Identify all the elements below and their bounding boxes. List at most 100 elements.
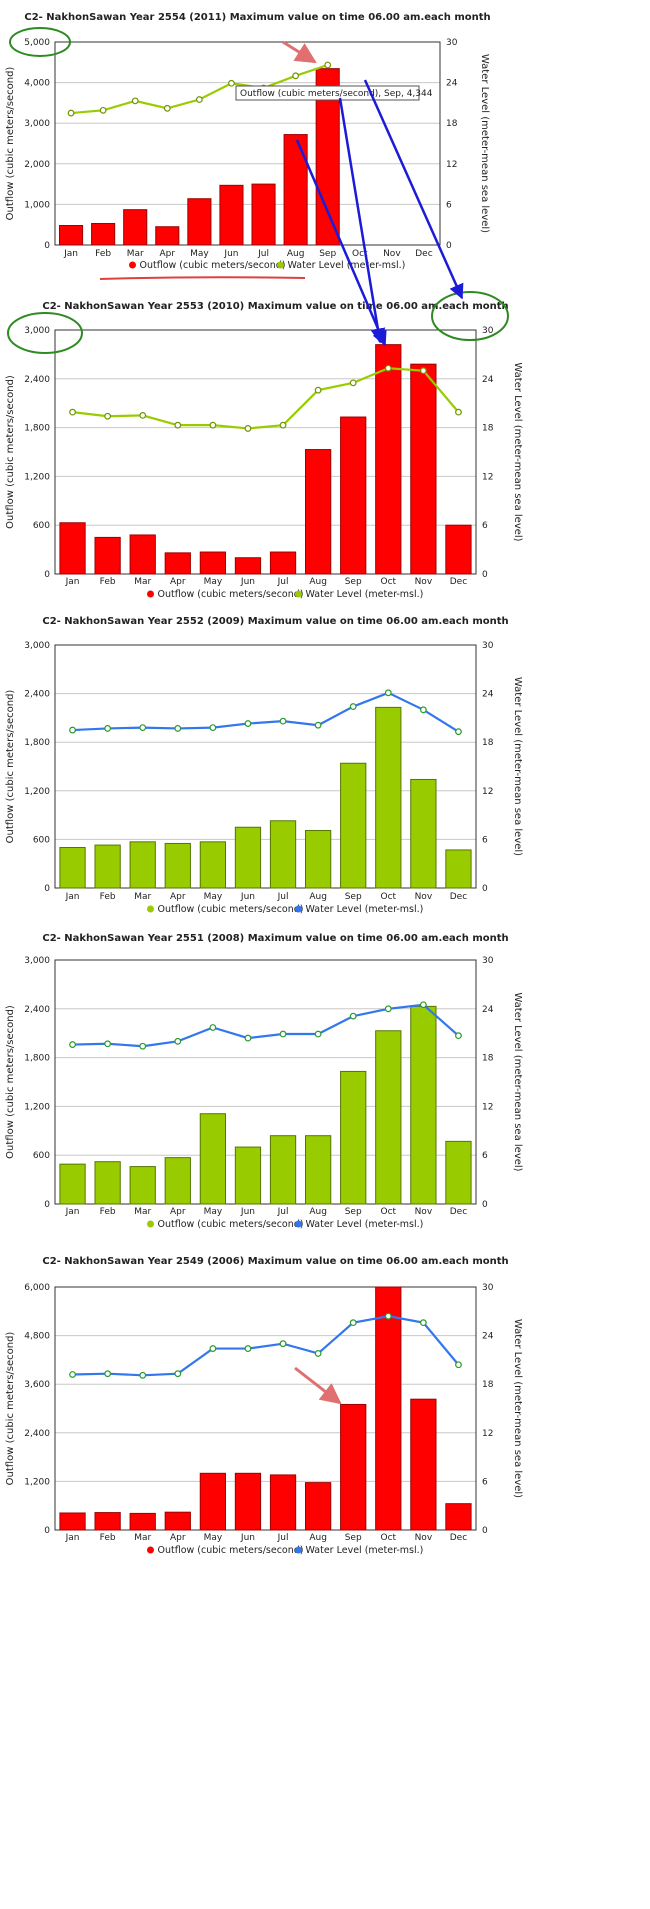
bar-jul[interactable] xyxy=(269,551,297,575)
bar-aug[interactable] xyxy=(304,829,332,889)
bar-dec[interactable] xyxy=(445,849,472,889)
bar-apr[interactable] xyxy=(164,1157,191,1205)
bar-sep[interactable] xyxy=(340,762,367,889)
bar-jun[interactable] xyxy=(234,557,262,575)
water-level-point-jul[interactable] xyxy=(279,717,287,725)
bar-feb[interactable] xyxy=(94,844,121,889)
legend-outflow-label[interactable]: Outflow (cubic meters/second) xyxy=(140,260,286,271)
bar-oct[interactable] xyxy=(375,1030,402,1205)
bar-jul[interactable] xyxy=(269,1474,297,1531)
water-level-point-aug[interactable] xyxy=(292,72,300,80)
water-level-point-jun[interactable] xyxy=(244,1345,252,1352)
water-level-point-jan[interactable] xyxy=(69,726,76,734)
bar-may[interactable] xyxy=(199,1472,227,1531)
bar-nov[interactable] xyxy=(410,363,437,575)
legend-water-level-label[interactable]: Water Level (meter-msl.) xyxy=(306,1219,424,1230)
legend-water-level-label[interactable]: Water Level (meter-msl.) xyxy=(306,1545,424,1556)
bar-jun[interactable] xyxy=(234,1472,262,1531)
bar-jun[interactable] xyxy=(219,184,244,246)
water-level-point-sep[interactable] xyxy=(349,1012,357,1020)
bar-apr[interactable] xyxy=(155,226,180,246)
water-level-point-apr[interactable] xyxy=(174,1370,182,1378)
bar-jul[interactable] xyxy=(269,820,297,889)
legend-outflow-label[interactable]: Outflow (cubic meters/second) xyxy=(158,1219,304,1230)
bar-mar[interactable] xyxy=(129,1166,156,1205)
water-level-point-aug[interactable] xyxy=(314,721,322,729)
water-level-point-jan[interactable] xyxy=(69,1041,76,1048)
water-level-point-apr[interactable] xyxy=(174,725,182,732)
legend-outflow-label[interactable]: Outflow (cubic meters/second) xyxy=(158,904,304,915)
bar-aug[interactable] xyxy=(304,1135,332,1205)
water-level-point-oct[interactable] xyxy=(384,1005,392,1013)
legend-water-level-label[interactable]: Water Level (meter-msl.) xyxy=(288,260,406,271)
bar-feb[interactable] xyxy=(91,222,116,246)
bar-jul[interactable] xyxy=(269,1135,297,1205)
bar-may[interactable] xyxy=(199,1113,227,1205)
water-level-point-jul[interactable] xyxy=(279,1340,287,1348)
bar-may[interactable] xyxy=(187,198,212,246)
bar-feb[interactable] xyxy=(94,1512,121,1531)
bar-jun[interactable] xyxy=(234,826,262,889)
water-level-point-apr[interactable] xyxy=(174,1037,182,1045)
water-level-point-dec[interactable] xyxy=(455,1032,462,1040)
water-level-point-aug[interactable] xyxy=(314,1350,322,1357)
bar-mar[interactable] xyxy=(129,841,156,889)
bar-aug[interactable] xyxy=(304,1482,332,1531)
water-level-point-jun[interactable] xyxy=(244,720,252,727)
water-level-point-jan[interactable] xyxy=(69,408,76,416)
bar-mar[interactable] xyxy=(129,1512,156,1531)
water-level-point-apr[interactable] xyxy=(174,421,182,429)
water-level-point-feb[interactable] xyxy=(104,412,112,420)
bar-aug[interactable] xyxy=(304,449,332,575)
bar-dec[interactable] xyxy=(445,1140,472,1205)
water-level-point-jul[interactable] xyxy=(279,1030,287,1038)
water-level-point-jan[interactable] xyxy=(67,109,75,117)
bar-jan[interactable] xyxy=(58,225,84,246)
water-level-point-mar[interactable] xyxy=(139,1042,147,1050)
bar-jun[interactable] xyxy=(234,1146,262,1205)
bar-aug[interactable] xyxy=(283,134,308,246)
bar-may[interactable] xyxy=(199,551,227,575)
water-level-point-aug[interactable] xyxy=(314,1030,322,1038)
water-level-point-jun[interactable] xyxy=(244,425,252,432)
water-level-point-jul[interactable] xyxy=(279,421,287,429)
water-level-point-mar[interactable] xyxy=(139,412,147,419)
water-level-point-may[interactable] xyxy=(209,421,217,429)
water-level-point-oct[interactable] xyxy=(384,364,392,372)
water-level-point-jan[interactable] xyxy=(69,1371,76,1378)
bar-dec[interactable] xyxy=(445,1503,472,1531)
water-level-point-oct[interactable] xyxy=(384,689,392,697)
bar-sep[interactable] xyxy=(340,1070,367,1205)
bar-jan[interactable] xyxy=(59,1163,86,1205)
bar-apr[interactable] xyxy=(164,1511,191,1531)
water-level-point-sep[interactable] xyxy=(349,379,357,387)
water-level-point-sep[interactable] xyxy=(349,1319,357,1327)
bar-apr[interactable] xyxy=(164,842,191,889)
bar-mar[interactable] xyxy=(123,209,148,246)
water-level-point-may[interactable] xyxy=(209,1345,217,1352)
water-level-point-dec[interactable] xyxy=(455,728,462,736)
water-level-point-sep[interactable] xyxy=(349,703,357,710)
water-level-point-oct[interactable] xyxy=(384,1312,392,1320)
water-level-point-sep[interactable] xyxy=(324,61,332,69)
water-level-point-dec[interactable] xyxy=(455,1361,462,1369)
water-level-point-jun[interactable] xyxy=(228,79,235,87)
bar-dec[interactable] xyxy=(445,524,472,575)
legend-outflow-label[interactable]: Outflow (cubic meters/second) xyxy=(158,589,304,600)
bar-nov[interactable] xyxy=(410,1005,437,1205)
legend-outflow-label[interactable]: Outflow (cubic meters/second) xyxy=(158,1545,304,1556)
water-level-point-mar[interactable] xyxy=(139,724,147,732)
water-level-point-feb[interactable] xyxy=(104,1040,112,1048)
water-level-point-jun[interactable] xyxy=(244,1034,252,1042)
water-level-point-may[interactable] xyxy=(195,96,203,103)
water-level-point-nov[interactable] xyxy=(419,1319,427,1327)
bar-oct[interactable] xyxy=(375,344,402,575)
legend-water-level-label[interactable]: Water Level (meter-msl.) xyxy=(306,589,424,600)
bar-apr[interactable] xyxy=(164,552,191,575)
bar-feb[interactable] xyxy=(94,536,121,575)
bar-jan[interactable] xyxy=(59,1512,86,1531)
water-level-point-dec[interactable] xyxy=(455,408,462,416)
water-level-point-nov[interactable] xyxy=(419,706,427,714)
water-level-point-mar[interactable] xyxy=(131,97,139,105)
water-level-point-feb[interactable] xyxy=(104,725,112,732)
